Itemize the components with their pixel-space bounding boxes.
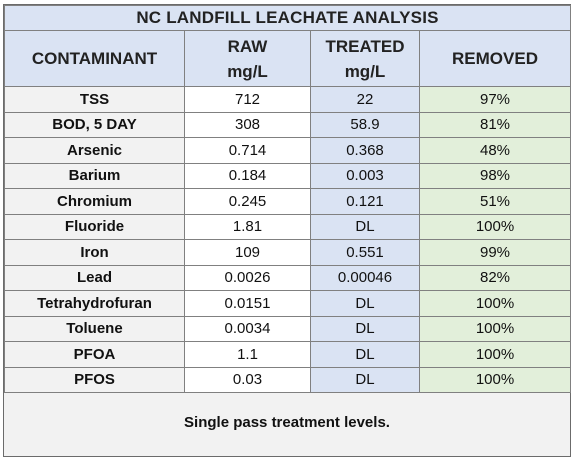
contaminant-name: Barium: [4, 162, 185, 189]
treated-value: DL: [310, 315, 420, 342]
removed-value: 100%: [419, 290, 571, 317]
header-treated-unit: mg/L: [344, 61, 386, 81]
raw-value: 0.0026: [184, 264, 311, 291]
table-row: Barium 0.184 0.003 98%: [4, 162, 571, 189]
raw-value: 0.184: [184, 162, 311, 189]
raw-value: 0.714: [184, 137, 311, 164]
table-row: Iron 109 0.551 99%: [4, 239, 571, 266]
removed-value: 97%: [419, 86, 571, 113]
treated-value: 58.9: [310, 111, 420, 138]
removed-value: 100%: [419, 213, 571, 240]
raw-value: 1.81: [184, 213, 311, 240]
raw-value: 308: [184, 111, 311, 138]
table-row: Fluoride 1.81 DL 100%: [4, 213, 571, 240]
leachate-analysis-table: NC LANDFILL LEACHATE ANALYSIS CONTAMINAN…: [4, 5, 571, 393]
treated-value: DL: [310, 213, 420, 240]
table-row: PFOA 1.1 DL 100%: [4, 341, 571, 368]
removed-value: 48%: [419, 137, 571, 164]
contaminant-name: Tetrahydrofuran: [4, 290, 185, 317]
contaminant-name: Fluoride: [4, 213, 185, 240]
treated-value: DL: [310, 290, 420, 317]
header-row: CONTAMINANT RAW mg/L TREATED mg/L REMOVE…: [4, 30, 571, 87]
footer-note: Single pass treatment levels.: [4, 393, 570, 451]
table-row: Chromium 0.245 0.121 51%: [4, 188, 571, 215]
removed-value: 82%: [419, 264, 571, 291]
removed-value: 51%: [419, 188, 571, 215]
treated-value: DL: [310, 341, 420, 368]
raw-value: 0.245: [184, 188, 311, 215]
removed-value: 100%: [419, 315, 571, 342]
contaminant-name: Iron: [4, 239, 185, 266]
leachate-analysis-table-frame: NC LANDFILL LEACHATE ANALYSIS CONTAMINAN…: [3, 4, 571, 457]
header-treated-label: TREATED: [325, 36, 405, 56]
treated-value: 0.551: [310, 239, 420, 266]
table-row: TSS 712 22 97%: [4, 86, 571, 113]
table-row: Tetrahydrofuran 0.0151 DL 100%: [4, 290, 571, 317]
raw-value: 1.1: [184, 341, 311, 368]
title-row: NC LANDFILL LEACHATE ANALYSIS: [4, 5, 571, 31]
header-raw: RAW mg/L: [184, 30, 311, 87]
raw-value: 0.03: [184, 366, 311, 393]
header-raw-unit: mg/L: [227, 61, 268, 81]
table-title: NC LANDFILL LEACHATE ANALYSIS: [4, 5, 571, 31]
treated-value: 0.121: [310, 188, 420, 215]
contaminant-name: BOD, 5 DAY: [4, 111, 185, 138]
header-treated: TREATED mg/L: [310, 30, 420, 87]
table-row: PFOS 0.03 DL 100%: [4, 366, 571, 393]
removed-value: 98%: [419, 162, 571, 189]
treated-value: 0.368: [310, 137, 420, 164]
treated-value: DL: [310, 366, 420, 393]
raw-value: 0.0151: [184, 290, 311, 317]
contaminant-name: PFOA: [4, 341, 185, 368]
table-row: Toluene 0.0034 DL 100%: [4, 315, 571, 342]
contaminant-name: Lead: [4, 264, 185, 291]
treated-value: 0.003: [310, 162, 420, 189]
header-removed: REMOVED: [419, 30, 571, 87]
treated-value: 22: [310, 86, 420, 113]
raw-value: 0.0034: [184, 315, 311, 342]
removed-value: 100%: [419, 366, 571, 393]
header-raw-label: RAW: [227, 36, 268, 56]
raw-value: 109: [184, 239, 311, 266]
table-row: Lead 0.0026 0.00046 82%: [4, 264, 571, 291]
removed-value: 81%: [419, 111, 571, 138]
contaminant-name: Toluene: [4, 315, 185, 342]
table-row: BOD, 5 DAY 308 58.9 81%: [4, 111, 571, 138]
contaminant-name: Chromium: [4, 188, 185, 215]
removed-value: 100%: [419, 341, 571, 368]
treated-value: 0.00046: [310, 264, 420, 291]
removed-value: 99%: [419, 239, 571, 266]
raw-value: 712: [184, 86, 311, 113]
contaminant-name: PFOS: [4, 366, 185, 393]
contaminant-name: TSS: [4, 86, 185, 113]
contaminant-name: Arsenic: [4, 137, 185, 164]
header-contaminant: CONTAMINANT: [4, 30, 185, 87]
table-row: Arsenic 0.714 0.368 48%: [4, 137, 571, 164]
